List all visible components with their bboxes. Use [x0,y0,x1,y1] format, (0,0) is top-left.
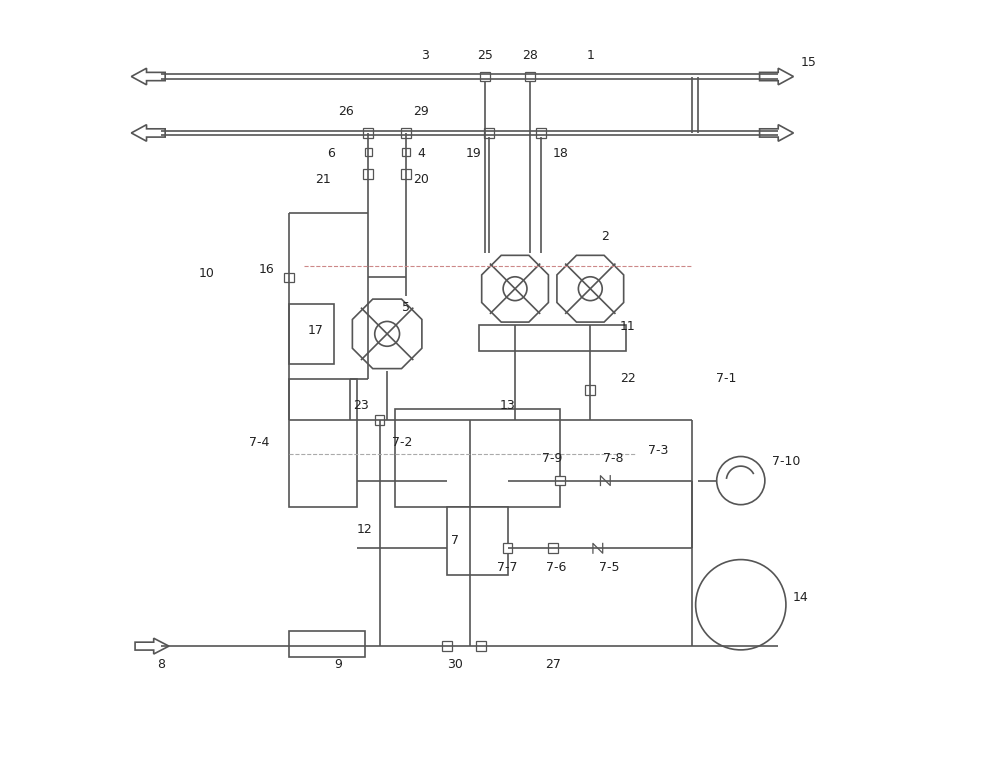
Circle shape [717,456,765,505]
Text: 7-7: 7-7 [497,561,518,574]
Text: 6: 6 [327,147,335,160]
Text: 7-2: 7-2 [392,437,412,449]
Text: 20: 20 [413,173,429,186]
Bar [375,415,384,425]
Circle shape [696,559,786,650]
Bar [476,641,486,651]
Polygon shape [135,638,169,654]
Text: 8: 8 [157,659,165,672]
Text: 7-4: 7-4 [249,437,269,449]
Text: 7-8: 7-8 [603,452,623,465]
Bar [442,641,452,651]
Bar [548,543,558,553]
Polygon shape [352,299,422,368]
Text: 3: 3 [421,49,429,62]
Bar [503,543,512,553]
Bar [395,409,560,507]
Text: 17: 17 [308,324,324,337]
Bar [555,476,565,485]
Bar [585,385,595,395]
Text: 16: 16 [259,263,275,277]
Bar [284,273,294,282]
Bar [365,148,372,155]
Text: 26: 26 [338,105,354,118]
Text: 27: 27 [545,659,561,672]
Polygon shape [760,68,793,85]
Text: 9: 9 [334,659,342,672]
Bar [402,148,410,155]
Text: 12: 12 [357,523,372,536]
Bar [511,416,519,424]
Text: 7-9: 7-9 [542,452,563,465]
Text: 7-10: 7-10 [772,456,800,468]
Bar [480,71,490,81]
Circle shape [375,321,400,346]
Text: 29: 29 [413,105,429,118]
Text: 1: 1 [586,49,594,62]
Circle shape [503,277,527,301]
Text: 22: 22 [620,372,636,386]
Text: 19: 19 [466,147,482,160]
Bar [289,631,365,657]
Text: 21: 21 [315,173,331,186]
Bar [484,128,494,138]
Bar [289,304,334,364]
Polygon shape [131,124,165,141]
Polygon shape [557,255,624,322]
Text: 15: 15 [801,57,816,70]
Text: 7-3: 7-3 [648,444,668,457]
Text: 25: 25 [477,49,493,62]
Bar [479,325,626,351]
Text: 11: 11 [620,320,636,333]
Text: 4: 4 [417,147,425,160]
Text: 10: 10 [199,267,214,280]
Text: 23: 23 [353,399,369,412]
Bar [401,128,411,138]
Text: 7-6: 7-6 [546,561,567,574]
Text: 2: 2 [601,230,609,243]
Bar [536,128,546,138]
Polygon shape [131,68,165,85]
Text: 18: 18 [552,147,568,160]
Bar [525,71,535,81]
Circle shape [578,277,602,301]
Text: 7: 7 [451,534,459,547]
Bar [363,170,373,179]
Text: 7-5: 7-5 [599,561,619,574]
Text: 13: 13 [500,399,515,412]
Polygon shape [482,255,548,322]
Text: 5: 5 [402,301,410,314]
Polygon shape [760,124,793,141]
Bar [447,507,508,575]
Text: 7-1: 7-1 [716,372,736,386]
Text: 14: 14 [793,590,809,603]
Text: 28: 28 [522,49,538,62]
Text: 30: 30 [447,659,463,672]
Bar [289,379,357,507]
Bar [401,170,411,179]
Bar [363,128,373,138]
